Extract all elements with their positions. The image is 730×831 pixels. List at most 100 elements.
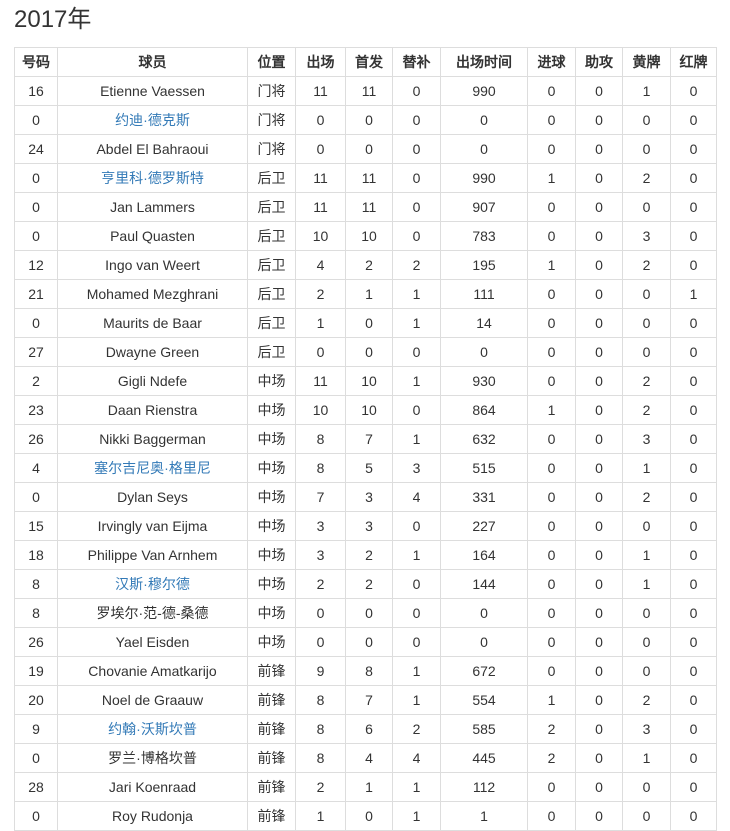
cell-appearances: 3	[295, 511, 346, 541]
cell-number: 24	[14, 134, 58, 164]
cell-substitute: 0	[392, 598, 441, 628]
cell-yellow: 1	[622, 453, 671, 483]
cell-minutes: 445	[440, 743, 528, 773]
cell-substitute: 0	[392, 105, 441, 135]
cell-position: 前锋	[247, 714, 296, 744]
cell-yellow: 3	[622, 714, 671, 744]
cell-number: 0	[14, 308, 58, 338]
cell-goals: 1	[527, 685, 576, 715]
cell-number: 16	[14, 76, 58, 106]
cell-goals: 2	[527, 743, 576, 773]
cell-appearances: 0	[295, 134, 346, 164]
cell-appearances: 11	[295, 76, 346, 106]
cell-assists: 0	[575, 395, 623, 425]
cell-position: 后卫	[247, 337, 296, 367]
cell-substitute: 0	[392, 134, 441, 164]
cell-appearances: 0	[295, 598, 346, 628]
cell-number: 18	[14, 540, 58, 570]
table-row: 27 Dwayne Green 后卫 0 0 0 0 0 0 0 0	[14, 337, 717, 367]
cell-starts: 1	[345, 772, 393, 802]
cell-starts: 5	[345, 453, 393, 483]
cell-appearances: 8	[295, 424, 346, 454]
table-row: 26 Yael Eisden 中场 0 0 0 0 0 0 0 0	[14, 627, 717, 657]
cell-number: 0	[14, 482, 58, 512]
cell-starts: 0	[345, 801, 393, 831]
cell-substitute: 1	[392, 656, 441, 686]
player-cell: 汉斯·穆尔德	[57, 569, 248, 599]
cell-goals: 0	[527, 656, 576, 686]
cell-position: 中场	[247, 453, 296, 483]
cell-number: 4	[14, 453, 58, 483]
cell-goals: 0	[527, 772, 576, 802]
cell-appearances: 1	[295, 801, 346, 831]
cell-substitute: 1	[392, 540, 441, 570]
table-row: 24 Abdel El Bahraoui 门将 0 0 0 0 0 0 0 0	[14, 134, 717, 164]
cell-yellow: 2	[622, 250, 671, 280]
player-name: Chovanie Amatkarijo	[57, 656, 248, 686]
table-row: 18 Philippe Van Arnhem 中场 3 2 1 164 0 0 1 0	[14, 540, 717, 570]
cell-appearances: 11	[295, 366, 346, 396]
cell-assists: 0	[575, 627, 623, 657]
cell-position: 门将	[247, 76, 296, 106]
cell-substitute: 0	[392, 221, 441, 251]
player-name: Abdel El Bahraoui	[57, 134, 248, 164]
cell-red: 0	[670, 192, 717, 222]
cell-yellow: 0	[622, 656, 671, 686]
cell-appearances: 2	[295, 569, 346, 599]
table-row: 28 Jari Koenraad 前锋 2 1 1 112 0 0 0 0	[14, 772, 717, 802]
cell-substitute: 0	[392, 511, 441, 541]
cell-minutes: 0	[440, 105, 528, 135]
cell-substitute: 1	[392, 308, 441, 338]
cell-minutes: 990	[440, 163, 528, 193]
cell-red: 0	[670, 308, 717, 338]
table-row: 12 Ingo van Weert 后卫 4 2 2 195 1 0 2 0	[14, 250, 717, 280]
cell-yellow: 1	[622, 76, 671, 106]
cell-red: 0	[670, 801, 717, 831]
cell-position: 前锋	[247, 743, 296, 773]
player-link[interactable]: 约翰·沃斯坎普	[108, 721, 197, 737]
cell-red: 0	[670, 685, 717, 715]
player-cell: 塞尔吉尼奥·格里尼	[57, 453, 248, 483]
cell-substitute: 4	[392, 482, 441, 512]
player-stats-table: 号码 球员 位置 出场 首发 替补 出场时间 进球 助攻 黄牌 红牌 16 Eti…	[14, 47, 717, 831]
cell-minutes: 672	[440, 656, 528, 686]
cell-assists: 0	[575, 221, 623, 251]
cell-starts: 6	[345, 714, 393, 744]
cell-starts: 7	[345, 424, 393, 454]
cell-red: 0	[670, 395, 717, 425]
column-header-player: 球员	[57, 47, 248, 77]
cell-number: 2	[14, 366, 58, 396]
cell-red: 0	[670, 511, 717, 541]
cell-yellow: 0	[622, 772, 671, 802]
player-link[interactable]: 约迪·德克斯	[115, 112, 190, 128]
cell-substitute: 1	[392, 801, 441, 831]
cell-assists: 0	[575, 105, 623, 135]
player-link[interactable]: 汉斯·穆尔德	[115, 576, 190, 592]
column-header-position: 位置	[247, 47, 296, 77]
column-header-number: 号码	[14, 47, 58, 77]
player-link[interactable]: 亨里科·德罗斯特	[101, 170, 204, 186]
cell-red: 0	[670, 598, 717, 628]
cell-appearances: 10	[295, 395, 346, 425]
cell-starts: 0	[345, 134, 393, 164]
player-link[interactable]: 塞尔吉尼奥·格里尼	[94, 460, 211, 476]
cell-goals: 0	[527, 569, 576, 599]
cell-red: 0	[670, 221, 717, 251]
cell-yellow: 2	[622, 163, 671, 193]
cell-appearances: 2	[295, 279, 346, 309]
cell-position: 中场	[247, 424, 296, 454]
cell-position: 前锋	[247, 772, 296, 802]
cell-assists: 0	[575, 366, 623, 396]
cell-assists: 0	[575, 743, 623, 773]
cell-number: 12	[14, 250, 58, 280]
cell-assists: 0	[575, 714, 623, 744]
player-name: Dylan Seys	[57, 482, 248, 512]
cell-red: 0	[670, 76, 717, 106]
table-row: 15 Irvingly van Eijma 中场 3 3 0 227 0 0 0 0	[14, 511, 717, 541]
cell-minutes: 111	[440, 279, 528, 309]
cell-appearances: 8	[295, 685, 346, 715]
cell-yellow: 1	[622, 569, 671, 599]
table-row: 0 Roy Rudonja 前锋 1 0 1 1 0 0 0 0	[14, 801, 717, 831]
player-name: Roy Rudonja	[57, 801, 248, 831]
